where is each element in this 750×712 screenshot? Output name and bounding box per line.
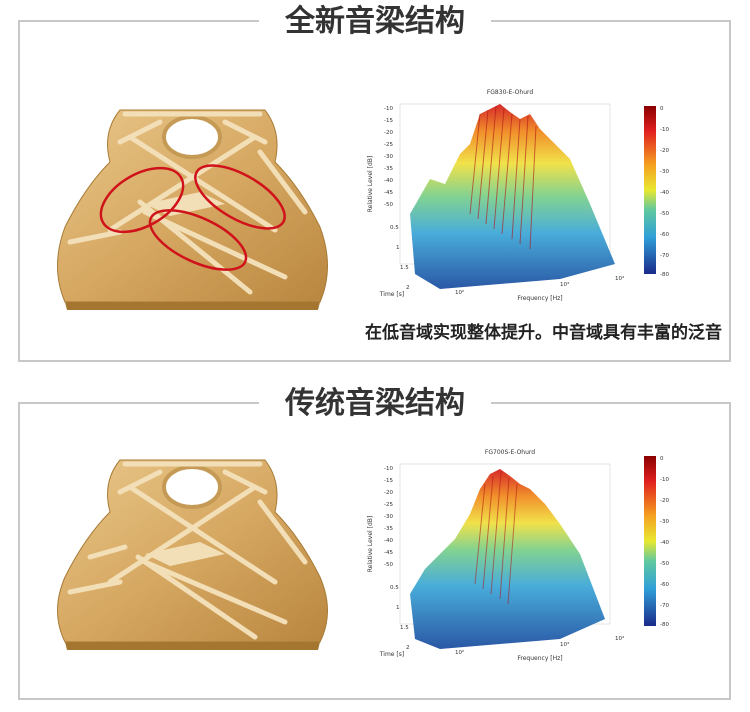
svg-text:-40: -40 — [384, 178, 393, 184]
svg-text:0: 0 — [660, 456, 664, 462]
svg-text:-50: -50 — [660, 211, 669, 217]
svg-text:-40: -40 — [660, 540, 669, 546]
svg-text:-10: -10 — [384, 106, 393, 112]
svg-text:-30: -30 — [384, 514, 393, 520]
svg-text:-45: -45 — [384, 190, 393, 196]
svg-text:0: 0 — [660, 106, 664, 112]
guitar-top-traditional-bracing — [57, 459, 328, 650]
x-axis-label: Frequency [Hz] — [517, 655, 562, 662]
svg-text:1: 1 — [396, 605, 400, 611]
chart-title: FG830-E-Ohurd — [487, 89, 534, 96]
svg-text:-35: -35 — [384, 526, 393, 532]
svg-text:0.5: 0.5 — [390, 585, 399, 591]
svg-text:-15: -15 — [384, 118, 393, 124]
svg-text:-25: -25 — [384, 142, 393, 148]
svg-text:-50: -50 — [660, 561, 669, 567]
svg-text:10⁴: 10⁴ — [615, 635, 625, 642]
svg-text:10²: 10² — [455, 289, 464, 296]
svg-text:10²: 10² — [455, 649, 464, 656]
svg-text:-70: -70 — [660, 253, 669, 259]
svg-text:10⁴: 10⁴ — [615, 275, 625, 282]
svg-text:-25: -25 — [384, 502, 393, 508]
traditional-bracing-title: 传统音梁结构 — [0, 384, 750, 424]
time-axis-label: Time [s] — [379, 651, 404, 658]
guitar-top-new-bracing — [57, 109, 328, 310]
spectrum-chart-new: FG830-E-Ohurd Relative Level [dB] Freque… — [367, 89, 669, 302]
svg-text:-20: -20 — [660, 498, 669, 504]
new-bracing-title: 全新音梁结构 — [0, 2, 750, 42]
svg-text:-35: -35 — [384, 166, 393, 172]
svg-text:-40: -40 — [660, 190, 669, 196]
colorbar — [644, 106, 656, 274]
time-axis-label: Time [s] — [379, 291, 404, 298]
svg-text:1.5: 1.5 — [400, 265, 409, 271]
svg-text:-60: -60 — [660, 232, 669, 238]
svg-text:-80: -80 — [660, 272, 669, 278]
svg-text:-30: -30 — [660, 519, 669, 525]
svg-text:-10: -10 — [384, 466, 393, 472]
svg-text:10³: 10³ — [560, 281, 569, 288]
svg-text:1.5: 1.5 — [400, 625, 409, 631]
svg-text:-30: -30 — [660, 169, 669, 175]
y-axis-label: Relative Level [dB] — [367, 156, 374, 212]
svg-text:-50: -50 — [384, 562, 393, 568]
svg-text:-20: -20 — [384, 130, 393, 136]
colorbar — [644, 456, 656, 626]
level-ticks: -10 -15 -20 -25 -30 -35 -40 -45 -50 — [384, 466, 393, 568]
svg-text:0.5: 0.5 — [390, 225, 399, 231]
svg-text:-45: -45 — [384, 550, 393, 556]
svg-text:-60: -60 — [660, 582, 669, 588]
x-axis-label: Frequency [Hz] — [517, 295, 562, 302]
svg-text:-15: -15 — [384, 478, 393, 484]
svg-text:-10: -10 — [660, 477, 669, 483]
colorbar-ticks: 0 -10 -20 -30 -40 -50 -60 -70 -80 — [660, 456, 669, 628]
level-ticks: -10 -15 -20 -25 -30 -35 -40 -45 -50 — [384, 106, 393, 208]
svg-text:2: 2 — [406, 285, 410, 291]
new-bracing-caption: 在低音域实现整体提升。中音域具有丰富的泛音 — [365, 323, 722, 343]
time-ticks: 0.5 1 1.5 2 — [390, 225, 410, 291]
svg-text:1: 1 — [396, 245, 400, 251]
highlight-ellipses — [99, 164, 286, 271]
y-axis-label: Relative Level [dB] — [367, 516, 374, 572]
svg-text:-20: -20 — [384, 490, 393, 496]
spectrum-chart-traditional: FG700S-E-Ohurd Relative Level [dB] Frequ… — [367, 449, 669, 662]
svg-text:-20: -20 — [660, 148, 669, 154]
svg-text:-10: -10 — [660, 127, 669, 133]
svg-text:10³: 10³ — [560, 641, 569, 648]
svg-text:-40: -40 — [384, 538, 393, 544]
time-ticks: 0.5 1 1.5 2 — [390, 585, 410, 651]
svg-text:-70: -70 — [660, 603, 669, 609]
freq-ticks: 10² 10³ 10⁴ — [455, 275, 625, 296]
svg-text:2: 2 — [406, 645, 410, 651]
chart-title: FG700S-E-Ohurd — [485, 449, 535, 456]
freq-ticks: 10² 10³ 10⁴ — [455, 635, 625, 656]
colorbar-ticks: 0 -10 -20 -30 -40 -50 -60 -70 -80 — [660, 106, 669, 278]
svg-text:-30: -30 — [384, 154, 393, 160]
svg-text:-80: -80 — [660, 622, 669, 628]
svg-text:-50: -50 — [384, 202, 393, 208]
